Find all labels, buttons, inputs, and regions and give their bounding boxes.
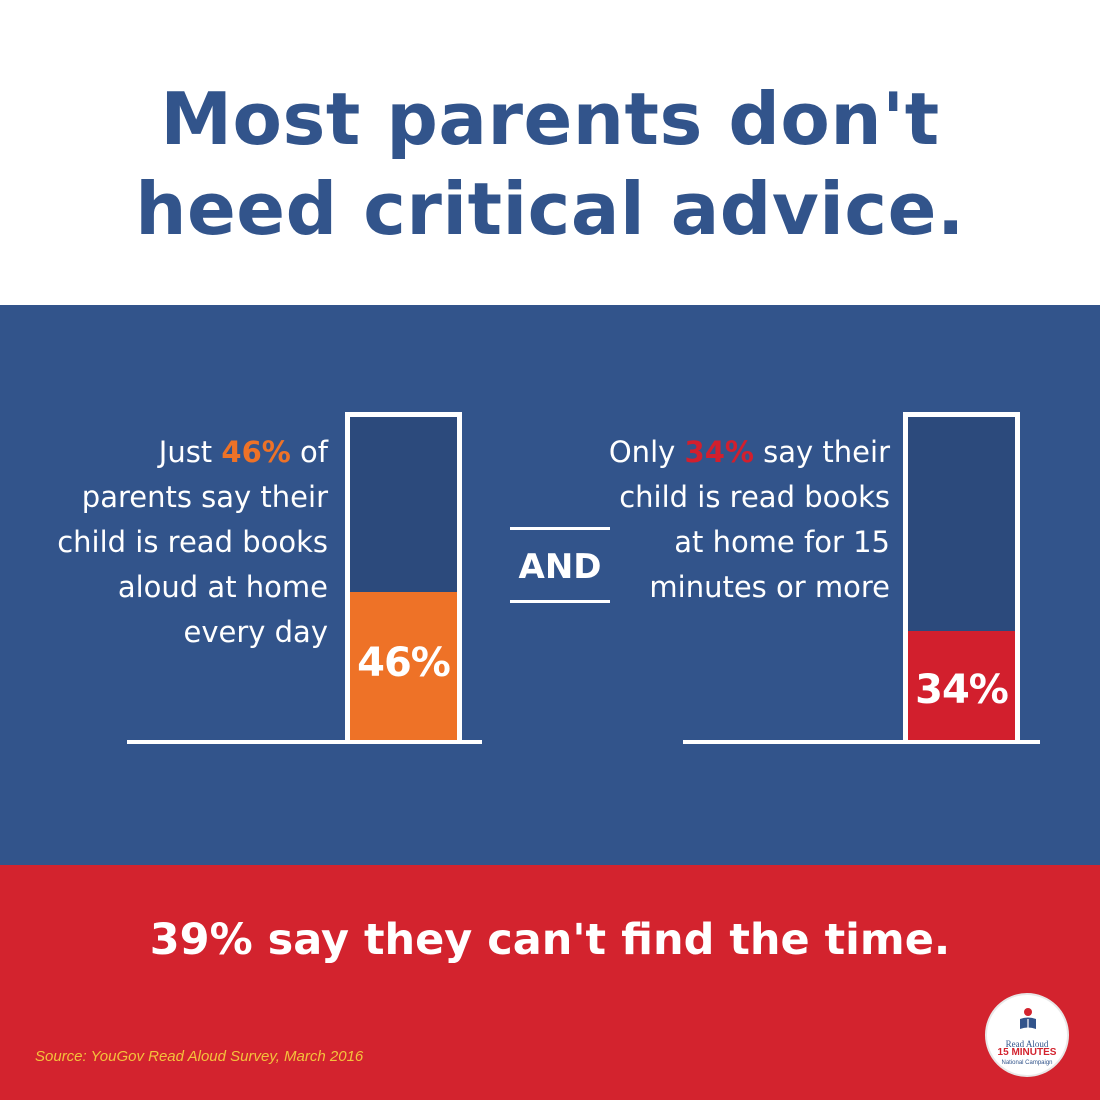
stat-2-highlight: 34% [684, 435, 754, 469]
source-note: Source: YouGov Read Aloud Survey, March … [35, 1048, 364, 1065]
bar-2-fill [908, 631, 1015, 742]
footer-section [0, 865, 1100, 1100]
bar-1-fill [350, 592, 457, 742]
title-line-2: heed critical advice. [135, 167, 965, 251]
logo-text-1: Read Aloud [1005, 1039, 1049, 1049]
stat-1-post: of parents say their child is read books… [57, 435, 328, 649]
and-bottom-rule [510, 600, 610, 603]
header-section: Most parents don't heed critical advice. [0, 0, 1100, 305]
stat-2-description: Only 34% say their child is read books a… [600, 430, 890, 610]
bar-1-data-label: 46% [357, 640, 451, 686]
stat-2-pre: Only [608, 435, 685, 469]
stat-1-pre: Just [158, 435, 222, 469]
page-title: Most parents don't heed critical advice. [0, 74, 1100, 254]
bar-2-data-label: 34% [915, 667, 1009, 713]
stat-1-description: Just 46% of parents say their child is r… [40, 430, 328, 655]
bar-1-baseline [127, 740, 482, 744]
logo-text-3: National Campaign [1001, 1060, 1053, 1066]
stat-2-post: say their child is read books at home fo… [619, 435, 890, 604]
and-connector: AND [518, 547, 602, 587]
bar-chart-1: 46% [345, 412, 462, 742]
logo-text-2: 15 MINUTES [997, 1047, 1057, 1058]
title-line-1: Most parents don't [160, 77, 940, 161]
campaign-logo: Read Aloud 15 MINUTES National Campaign [985, 993, 1069, 1077]
stat-1-highlight: 46% [221, 435, 291, 469]
bar-2-baseline [683, 740, 1040, 744]
reader-icon [1020, 1008, 1036, 1034]
bar-chart-2: 34% [903, 412, 1020, 742]
and-top-rule [510, 527, 610, 530]
footer-headline: 39% say they can't find the time. [149, 915, 951, 965]
